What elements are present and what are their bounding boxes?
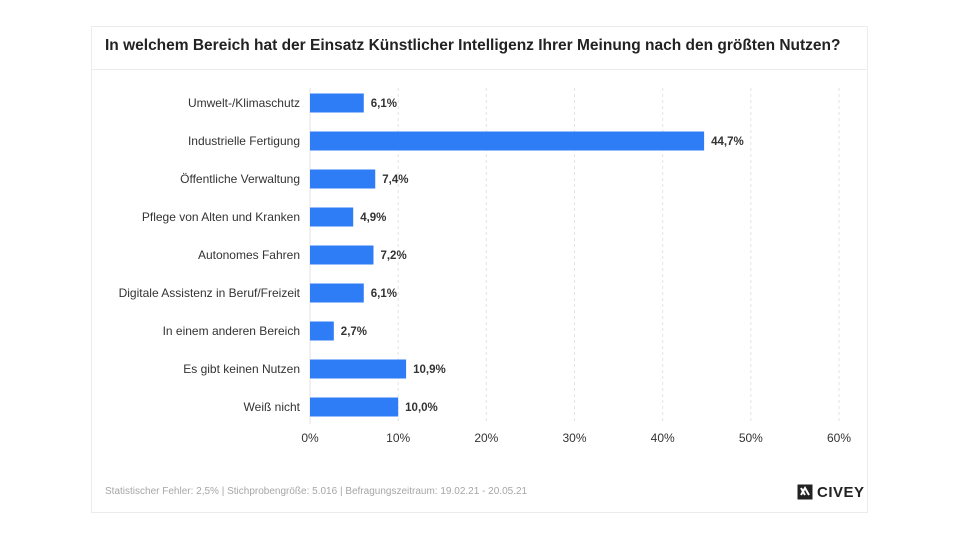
- value-label: 6,1%: [371, 98, 397, 110]
- x-tick-label: 10%: [386, 431, 410, 445]
- bar: [310, 169, 376, 189]
- value-label: 6,1%: [371, 288, 397, 300]
- value-label: 10,0%: [405, 402, 438, 414]
- bar: [310, 321, 334, 341]
- category-label: In einem anderen Bereich: [163, 324, 300, 338]
- bar: [310, 93, 364, 113]
- category-label: Industrielle Fertigung: [188, 134, 300, 148]
- footer-note: Statistischer Fehler: 2,5% | Stichproben…: [105, 486, 528, 497]
- category-label: Umwelt-/Klimaschutz: [188, 96, 300, 110]
- x-tick-label: 60%: [827, 431, 851, 445]
- value-label: 2,7%: [341, 326, 367, 338]
- category-label: Öffentliche Verwaltung: [180, 172, 300, 186]
- chart-title: In welchem Bereich hat der Einsatz Künst…: [105, 37, 841, 54]
- value-label: 10,9%: [413, 364, 446, 376]
- civey-logo: CIVEY: [797, 483, 865, 501]
- civey-logo-icon: [797, 484, 813, 500]
- x-tick-label: 50%: [739, 431, 763, 445]
- category-label: Digitale Assistenz in Beruf/Freizeit: [119, 286, 301, 300]
- x-tick-label: 40%: [651, 431, 675, 445]
- bar: [310, 131, 705, 151]
- value-label: 4,9%: [360, 212, 386, 224]
- value-label: 7,2%: [380, 250, 406, 262]
- value-label: 44,7%: [711, 136, 744, 148]
- x-tick-label: 30%: [562, 431, 586, 445]
- bar: [310, 359, 407, 379]
- value-label: 7,4%: [382, 174, 408, 186]
- bar: [310, 245, 374, 265]
- category-label: Autonomes Fahren: [198, 248, 300, 262]
- bar: [310, 397, 399, 417]
- category-label: Weiß nicht: [244, 400, 301, 414]
- category-label: Es gibt keinen Nutzen: [183, 362, 300, 376]
- x-tick-label: 20%: [474, 431, 498, 445]
- bar: [310, 283, 364, 303]
- logo-text: CIVEY: [817, 483, 865, 501]
- chart-card: [91, 26, 868, 513]
- category-label: Pflege von Alten und Kranken: [142, 210, 300, 224]
- title-divider: [91, 69, 868, 70]
- x-tick-label: 0%: [301, 431, 319, 445]
- bar: [310, 207, 354, 227]
